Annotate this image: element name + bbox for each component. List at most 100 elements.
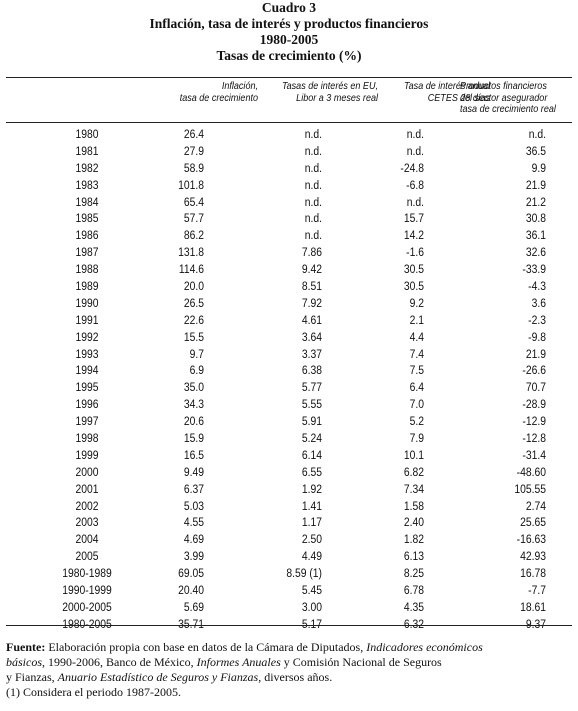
libor-cell: 5.24 [301,433,322,446]
footnote-1: (1) Considera el periodo 1987-2005. [6,685,181,699]
table-row: 1990-1999 20.40 5.45 6.78 -7.7 [0,583,578,600]
table-row: 1989 20.0 8.51 30.5 -4.3 [0,279,578,296]
table-header-rule [6,122,572,123]
libor-cell: 2.50 [301,534,322,547]
year-cell: 1992 [75,331,99,344]
cetes-cell: 6.82 [403,466,424,479]
libor-cell: 5.55 [301,399,322,412]
table-row: 1980 26.4 n.d. n.d. n.d. [0,127,578,144]
table-row: 1980-1989 69.05 8.59 (1) 8.25 16.78 [0,566,578,583]
year-cell: 1991 [75,314,99,327]
insurance-cell: -31.4 [522,449,546,462]
year-cell: 1980-2005 [62,618,112,631]
table-row: 2003 4.55 1.17 2.40 25.65 [0,515,578,532]
table-row: 1996 34.3 5.55 7.0 -28.9 [0,397,578,414]
cetes-cell: 30.5 [403,281,424,294]
cetes-cell: 7.5 [409,365,424,378]
insurance-cell: -33.9 [522,264,546,277]
libor-cell: 7.86 [301,247,322,260]
inflation-cell: 26.5 [183,297,204,310]
year-cell: 1980-1989 [62,568,112,581]
libor-cell: 9.42 [301,264,322,277]
cetes-cell: 6.4 [409,382,424,395]
cetes-cell: 1.58 [403,500,424,513]
year-cell: 2000-2005 [62,601,112,614]
insurance-cell: n.d. [528,129,546,141]
libor-cell: 5.17 [301,618,322,631]
insurance-cell: -2.3 [528,314,546,327]
inflation-cell: 27.9 [183,145,204,158]
column-header-inflation: Inflación, tasa de crecimiento [179,80,258,104]
cetes-cell: 10.1 [403,449,424,462]
year-cell: 1990-1999 [62,585,112,598]
table-row: 1982 58.9 n.d. -24.8 9.9 [0,161,578,178]
cetes-cell: 7.4 [409,348,424,361]
table-row: 1998 15.9 5.24 7.9 -12.8 [0,431,578,448]
insurance-cell: -16.63 [516,534,546,547]
year-cell: 1990 [75,297,99,310]
cetes-cell: 30.5 [403,264,424,277]
year-cell: 1984 [75,196,99,209]
year-cell: 1995 [75,382,99,395]
table-row: 1988 114.6 9.42 30.5 -33.9 [0,262,578,279]
table-title: Inflación, tasa de interés y productos f… [149,16,429,31]
libor-cell: 6.38 [301,365,322,378]
insurance-cell: 36.1 [525,230,546,243]
libor-cell: 5.45 [301,585,322,598]
libor-cell: 6.14 [301,449,322,462]
libor-cell: 3.37 [301,348,322,361]
cetes-cell: 4.4 [409,331,424,344]
insurance-cell: 42.93 [520,551,546,564]
inflation-cell: 20.6 [183,416,204,429]
year-cell: 1985 [75,213,99,226]
year-cell: 2003 [75,517,99,530]
table-row: 2002 5.03 1.41 1.58 2.74 [0,499,578,516]
cetes-cell: -6.8 [406,179,424,192]
inflation-cell: 101.8 [178,179,204,192]
cetes-cell: 6.13 [403,551,424,564]
inflation-cell: 16.5 [183,449,204,462]
year-cell: 2004 [75,534,99,547]
libor-cell: 4.61 [301,314,322,327]
libor-cell: 1.17 [301,517,322,530]
year-cell: 2002 [75,500,99,513]
inflation-cell: 9.49 [183,466,204,479]
cetes-cell: n.d. [406,196,424,209]
cetes-cell: n.d. [406,145,424,158]
libor-cell: 1.92 [301,483,322,496]
column-header-libor: Tasas de interés en EU, Libor a 3 meses … [281,80,378,104]
insurance-cell: -4.3 [528,281,546,294]
inflation-cell: 15.5 [183,331,204,344]
year-cell: 1994 [75,365,99,378]
table-title-block: Cuadro 3 Inflación, tasa de interés y pr… [0,0,578,64]
year-cell: 1997 [75,416,99,429]
table-row: 1999 16.5 6.14 10.1 -31.4 [0,448,578,465]
cetes-cell: 2.40 [403,517,424,530]
cetes-cell: 8.25 [403,568,424,581]
year-cell: 1998 [75,433,99,446]
libor-cell: n.d. [304,145,322,158]
cetes-cell: 6.32 [403,618,424,631]
insurance-cell: 21.9 [525,179,546,192]
cetes-cell: n.d. [406,129,424,141]
year-cell: 2001 [75,483,99,496]
table-row: 1981 27.9 n.d. n.d. 36.5 [0,144,578,161]
insurance-cell: 9.9 [531,162,546,175]
table-row: 1986 86.2 n.d. 14.2 36.1 [0,228,578,245]
column-header-insurance-products: Productos financieros del sector asegura… [460,80,556,115]
inflation-cell: 69.05 [178,568,204,581]
table-row: 1995 35.0 5.77 6.4 70.7 [0,380,578,397]
insurance-cell: 9.37 [525,618,546,631]
table-row: 1985 57.7 n.d. 15.7 30.8 [0,211,578,228]
insurance-cell: -12.8 [522,433,546,446]
inflation-cell: 6.37 [183,483,204,496]
table-top-rule [6,77,572,78]
insurance-cell: 32.6 [525,247,546,260]
insurance-cell: 3.6 [531,297,546,310]
insurance-cell: 25.65 [520,517,546,530]
insurance-cell: -28.9 [522,399,546,412]
libor-cell: 3.00 [301,601,322,614]
table-row: 1983 101.8 n.d. -6.8 21.9 [0,178,578,195]
libor-cell: 5.77 [301,382,322,395]
